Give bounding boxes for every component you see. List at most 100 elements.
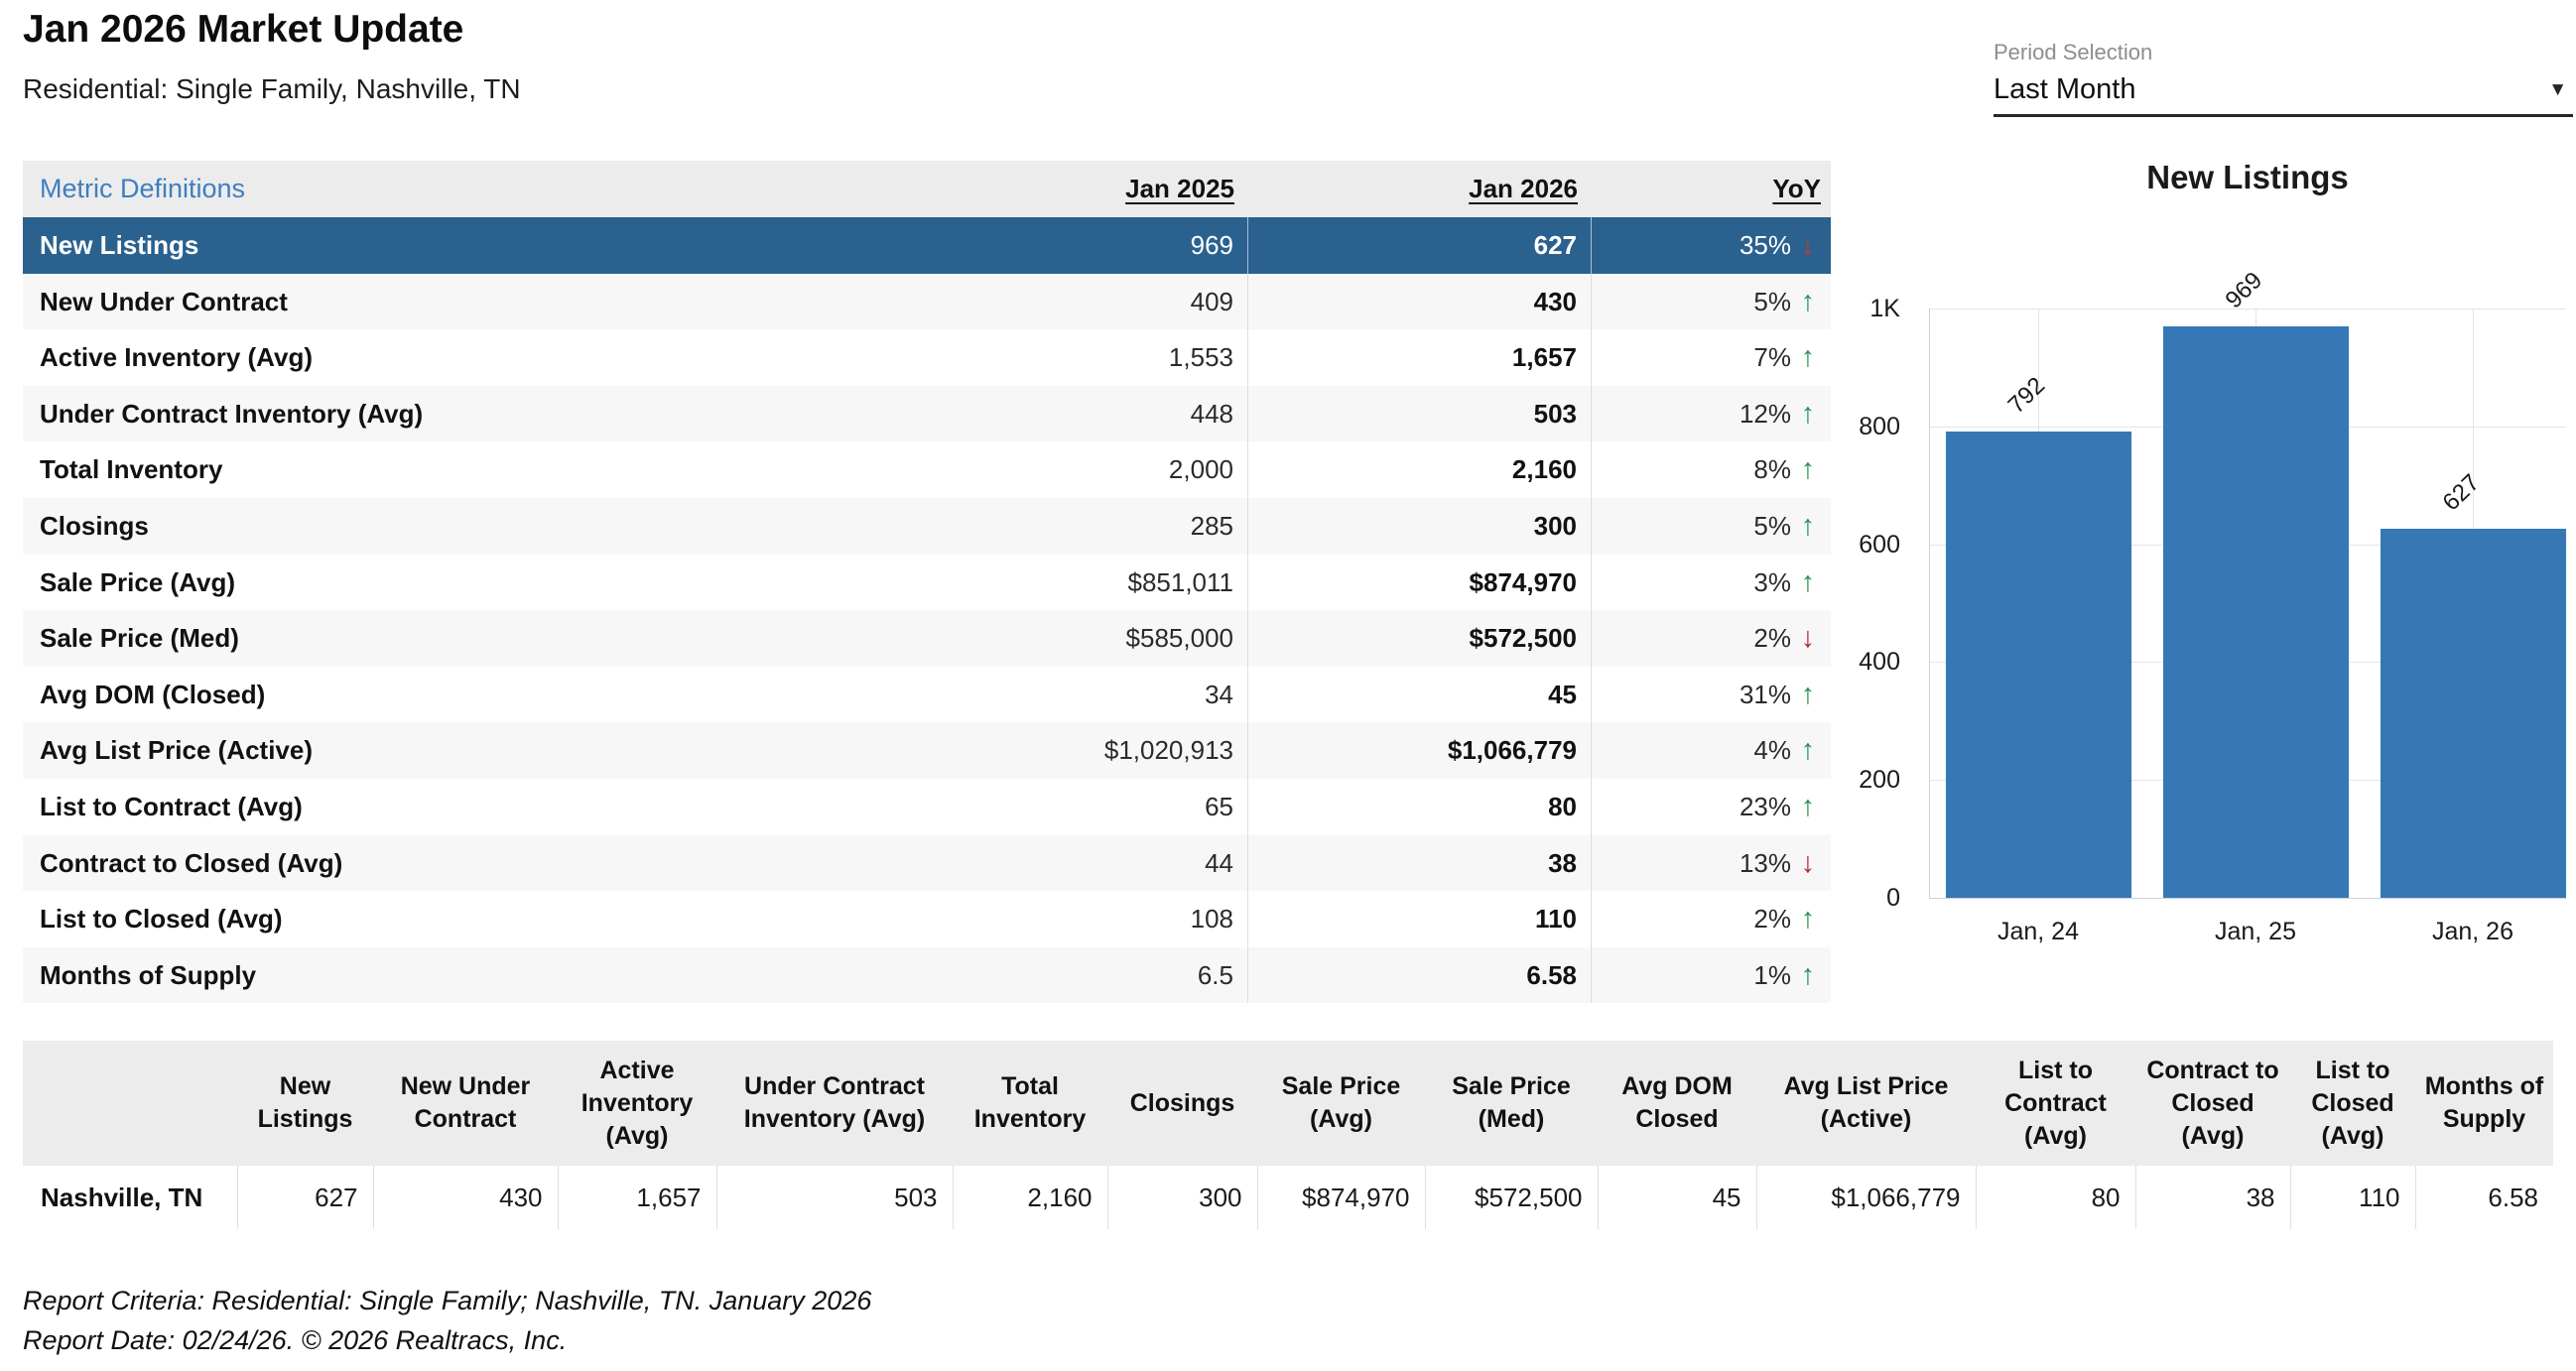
jan-2025-value: 65 <box>956 778 1248 835</box>
metric-row-list-to-contract-avg[interactable]: List to Contract (Avg) 65 80 23% ↑ <box>23 778 1831 835</box>
metric-row-avg-dom-closed[interactable]: Avg DOM (Closed) 34 45 31% ↑ <box>23 666 1831 723</box>
yoy-value: 35% ↓ <box>1592 217 1831 274</box>
metrics-table-header: Metric Definitions Jan 2025 Jan 2026 YoY <box>23 161 1831 217</box>
summary-column-header: Active Inventory (Avg) <box>558 1041 716 1166</box>
metric-definitions-link[interactable]: Metric Definitions <box>40 174 246 203</box>
jan-2025-value: $1,020,913 <box>956 722 1248 779</box>
summary-column-header: Avg List Price (Active) <box>1756 1041 1976 1166</box>
metric-label: Active Inventory (Avg) <box>40 342 313 373</box>
summary-column-header: Total Inventory <box>953 1041 1107 1166</box>
summary-cell: 503 <box>715 1166 953 1229</box>
metric-label: Sale Price (Med) <box>40 623 239 654</box>
yoy-value: 5% ↑ <box>1592 498 1831 555</box>
metric-label: List to Contract (Avg) <box>40 791 303 821</box>
jan-2025-value: 409 <box>956 273 1248 330</box>
jan-2025-value: $851,011 <box>956 554 1248 611</box>
yoy-percent: 2% <box>1753 623 1791 654</box>
y-axis-tick-label: 600 <box>1859 530 1900 559</box>
x-axis-tick-label: Jan, 26 <box>2431 918 2513 945</box>
trend-up-arrow-icon: ↑ <box>1800 509 1816 542</box>
trend-down-arrow-icon: ↓ <box>1800 622 1816 655</box>
jan-2026-value: 300 <box>1248 497 1592 555</box>
summary-column-header: Contract to Closed (Avg) <box>2135 1041 2290 1166</box>
bar-value-label: 627 <box>2437 468 2486 516</box>
y-axis-tick-label: 0 <box>1886 884 1900 912</box>
metric-row-total-inventory[interactable]: Total Inventory 2,000 2,160 8% ↑ <box>23 441 1831 498</box>
summary-cell: 300 <box>1106 1166 1257 1229</box>
bar-value-label: 792 <box>2002 371 2051 419</box>
metric-row-contract-to-closed-avg[interactable]: Contract to Closed (Avg) 44 38 13% ↓ <box>23 834 1831 892</box>
metric-row-active-inventory-avg[interactable]: Active Inventory (Avg) 1,553 1,657 7% ↑ <box>23 329 1831 386</box>
bar-jan-24 <box>1945 431 2131 898</box>
summary-cell: $874,970 <box>1256 1166 1425 1229</box>
jan-2026-value: 38 <box>1248 834 1592 892</box>
jan-2026-value: 1,657 <box>1248 329 1592 386</box>
summary-cell: 38 <box>2134 1166 2290 1229</box>
yoy-value: 2% ↓ <box>1592 610 1831 667</box>
summary-header-row: New Listings New Under Contract Active Inv… <box>23 1041 2553 1166</box>
metric-row-sale-price-avg[interactable]: Sale Price (Avg) $851,011 $874,970 3% ↑ <box>23 554 1831 611</box>
summary-corner-cell <box>23 1041 237 1166</box>
page-subtitle: Residential: Single Family, Nashville, T… <box>23 73 521 104</box>
summary-column-header: New Listings <box>237 1041 373 1166</box>
summary-cell: 45 <box>1597 1166 1756 1229</box>
x-axis-tick-label: Jan, 24 <box>1996 918 2079 945</box>
jan-2026-value: 110 <box>1248 891 1592 947</box>
yoy-percent: 35% <box>1739 230 1791 260</box>
trend-up-arrow-icon: ↑ <box>1800 453 1816 486</box>
trend-up-arrow-icon: ↑ <box>1800 958 1816 991</box>
metric-label: Total Inventory <box>40 454 223 485</box>
trend-up-arrow-icon: ↑ <box>1800 565 1816 598</box>
yoy-percent: 31% <box>1739 679 1791 709</box>
jan-2025-value: 2,000 <box>956 441 1248 498</box>
trend-up-arrow-icon: ↑ <box>1800 790 1816 822</box>
metric-label: New Under Contract <box>40 286 288 316</box>
jan-2026-value: 6.58 <box>1248 946 1592 1004</box>
trend-up-arrow-icon: ↑ <box>1800 285 1816 317</box>
yoy-value: 3% ↑ <box>1592 555 1831 611</box>
summary-cell: 627 <box>236 1166 373 1229</box>
period-selection-label: Period Selection <box>1994 40 2153 64</box>
jan-2025-value: 34 <box>956 666 1248 723</box>
metric-row-months-of-supply[interactable]: Months of Supply 6.5 6.58 1% ↑ <box>23 946 1831 1004</box>
x-axis-tick-label: Jan, 25 <box>2214 918 2296 945</box>
yoy-value: 7% ↑ <box>1592 329 1831 386</box>
metric-row-sale-price-med[interactable]: Sale Price (Med) $585,000 $572,500 2% ↓ <box>23 610 1831 667</box>
summary-column-header: List to Closed (Avg) <box>2290 1041 2415 1166</box>
trend-up-arrow-icon: ↑ <box>1800 341 1816 374</box>
metrics-table-body: New Listings 969 627 35% ↓ New Under Contract… <box>23 217 1831 1004</box>
yoy-value: 2% ↑ <box>1592 891 1831 947</box>
yoy-percent: 7% <box>1753 342 1791 373</box>
trend-down-arrow-icon: ↓ <box>1800 846 1816 879</box>
metric-label: List to Closed (Avg) <box>40 904 283 935</box>
summary-cell: 80 <box>1975 1166 2135 1229</box>
summary-column-header: List to Contract (Avg) <box>1976 1041 2135 1166</box>
summary-column-header: Under Contract Inventory (Avg) <box>716 1041 953 1166</box>
period-selection-dropdown[interactable]: Last Month ▼ <box>1994 73 2573 117</box>
x-axis-line <box>1929 898 2566 899</box>
summary-cell: 110 <box>2289 1166 2415 1229</box>
metric-row-avg-list-price-active[interactable]: Avg List Price (Active) $1,020,913 $1,066,… <box>23 722 1831 779</box>
column-header-yoy: YoY <box>1772 174 1821 203</box>
summary-cell: 6.58 <box>2414 1166 2553 1229</box>
metric-label: Avg List Price (Active) <box>40 735 314 766</box>
summary-column-header: Closings <box>1107 1041 1257 1166</box>
metric-row-list-to-closed-avg[interactable]: List to Closed (Avg) 108 110 2% ↑ <box>23 891 1831 947</box>
y-axis-tick-label: 800 <box>1859 412 1900 440</box>
metric-label: Under Contract Inventory (Avg) <box>40 398 424 429</box>
metric-row-under-contract-inventory-avg[interactable]: Under Contract Inventory (Avg) 448 503 12% ↑ <box>23 385 1831 442</box>
metric-label: New Listings <box>40 230 199 260</box>
bar-jan-26 <box>2380 528 2566 898</box>
yoy-percent: 5% <box>1753 510 1791 541</box>
market-summary-table: New Listings New Under Contract Active Inv… <box>23 1041 2553 1229</box>
jan-2026-value: 80 <box>1248 778 1592 835</box>
jan-2026-value: 503 <box>1248 385 1592 442</box>
yoy-value: 31% ↑ <box>1592 667 1831 723</box>
metric-row-new-under-contract[interactable]: New Under Contract 409 430 5% ↑ <box>23 273 1831 330</box>
metric-row-closings[interactable]: Closings 285 300 5% ↑ <box>23 497 1831 555</box>
summary-row-label: Nashville, TN <box>41 1182 203 1212</box>
yoy-value: 4% ↑ <box>1592 722 1831 779</box>
metric-row-new-listings[interactable]: New Listings 969 627 35% ↓ <box>23 217 1831 274</box>
summary-cell: $572,500 <box>1424 1166 1598 1229</box>
y-axis-line <box>1929 309 1930 898</box>
